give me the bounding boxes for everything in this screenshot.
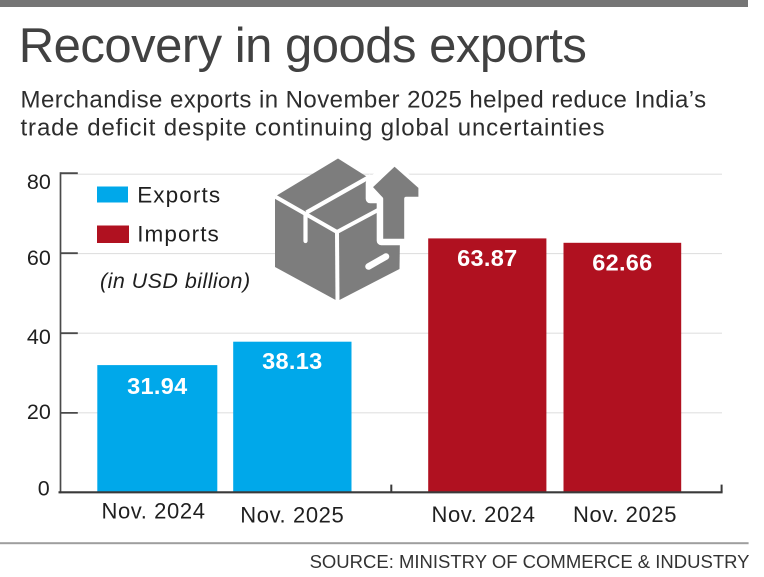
svg-text:60: 60	[27, 246, 51, 270]
svg-text:Merchandise exports in Novembe: Merchandise exports in November 2025 hel…	[21, 87, 707, 114]
svg-text:40: 40	[27, 325, 51, 349]
svg-text:Nov. 2025: Nov. 2025	[240, 503, 344, 528]
svg-text:62.66: 62.66	[592, 250, 652, 276]
svg-text:Exports: Exports	[137, 183, 221, 208]
svg-text:20: 20	[27, 400, 51, 424]
svg-text:Nov. 2025: Nov. 2025	[573, 502, 677, 527]
svg-text:Imports: Imports	[137, 222, 220, 247]
svg-text:Nov. 2024: Nov. 2024	[101, 499, 205, 524]
svg-text:31.94: 31.94	[127, 373, 187, 399]
svg-text:63.87: 63.87	[457, 245, 517, 271]
svg-text:Recovery in goods exports: Recovery in goods exports	[19, 19, 587, 73]
svg-text:(in USD billion): (in USD billion)	[100, 269, 251, 293]
svg-text:80: 80	[27, 170, 51, 194]
svg-text:trade deficit despite continui: trade deficit despite continuing global …	[21, 115, 606, 142]
svg-text:Nov. 2024: Nov. 2024	[431, 502, 535, 527]
svg-text:0: 0	[38, 477, 50, 501]
svg-text:38.13: 38.13	[262, 348, 322, 374]
svg-text:SOURCE: MINISTRY OF COMMERCE &: SOURCE: MINISTRY OF COMMERCE & INDUSTRY	[310, 551, 750, 572]
